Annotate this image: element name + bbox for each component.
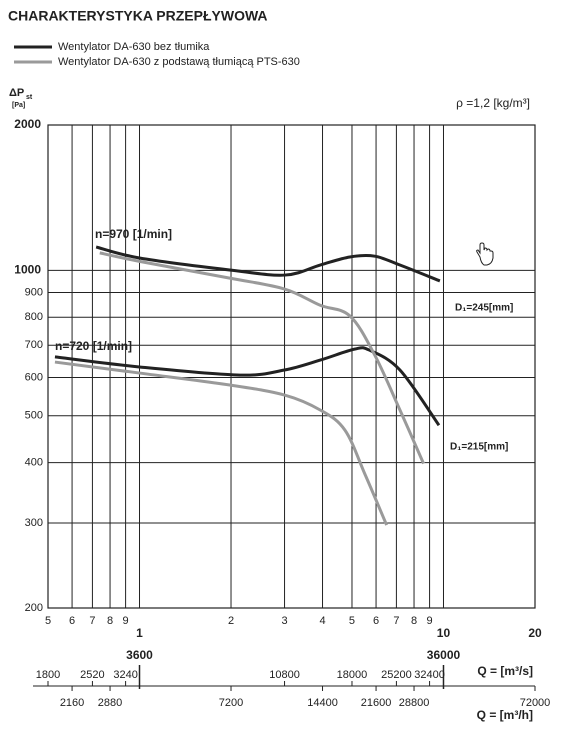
x2-tick-label: 25200 [381,669,412,681]
annotation: n=970 [1/min] [95,227,172,241]
y-tick-label: 200 [25,602,43,614]
annotation: D₁=215[mm] [450,442,508,453]
x-tick-label: 9 [123,615,129,627]
x-tick-label: 4 [319,615,325,627]
x2-tick-label: 3240 [113,669,137,681]
legend-label: Wentylator DA-630 z podstawą tłumiącą PT… [58,56,300,68]
y-tick-label: 500 [25,410,43,422]
x2-tick-label: 28800 [399,697,430,709]
y-tick-label: 600 [25,371,43,383]
x2-tick-label: 2880 [98,697,122,709]
y-tick-label: 700 [25,339,43,351]
annotation: n=720 [1/min] [55,339,132,353]
y-unit: [Pa] [12,102,25,109]
y-label-sub: st [26,94,33,101]
x2-tick-label: 14400 [307,697,338,709]
x2-tick-label: 21600 [361,697,392,709]
x2-tick-label: 72000 [520,697,551,709]
x-label: Q = [m³/s] [477,664,533,678]
x-tick-label: 2 [228,615,234,627]
y-tick-label: 1000 [14,263,41,277]
y-tick-label: 800 [25,311,43,323]
x-tick-label: 7 [393,615,399,627]
x-tick-label: 9 [427,615,433,627]
x2-tick-label: 1800 [36,669,60,681]
x-tick-label: 3 [281,615,287,627]
x-tick-label: 8 [107,615,113,627]
x2-tick-label: 7200 [219,697,243,709]
curve [54,346,441,427]
y-tick-label: 900 [25,286,43,298]
y-tick-label: 400 [25,457,43,469]
x2-tick-label: 2520 [80,669,104,681]
x2-tick-label: 36000 [427,648,461,662]
cursor-icon [476,242,494,266]
legend-label: Wentylator DA-630 bez tłumika [58,41,210,53]
y-label: ΔP [9,87,24,99]
y-tick-label: 2000 [14,117,41,131]
x-tick-label: 20 [528,626,542,640]
x-tick-label: 7 [89,615,95,627]
x2-tick-label: 18000 [337,669,368,681]
x-tick-label: 6 [373,615,379,627]
curve [99,251,425,465]
x2-label: Q = [m³/h] [477,708,533,722]
curve [95,245,441,283]
x-tick-label: 1 [136,626,143,640]
x-tick-label: 6 [69,615,75,627]
density-note: ρ =1,2 [kg/m³] [456,96,530,110]
x2-tick-label: 10800 [269,669,300,681]
curve [54,360,389,526]
x2-tick-label: 3600 [126,648,153,662]
chart-title: CHARAKTERYSTYKA PRZEPŁYWOWA [8,8,268,24]
x-tick-label: 5 [349,615,355,627]
annotation: D₁=245[mm] [455,303,513,314]
x-tick-label: 8 [411,615,417,627]
x2-tick-label: 32400 [414,669,445,681]
y-tick-label: 300 [25,517,43,529]
x-tick-label: 5 [45,615,51,627]
x-tick-label: 10 [437,626,451,640]
x2-tick-label: 2160 [60,697,84,709]
